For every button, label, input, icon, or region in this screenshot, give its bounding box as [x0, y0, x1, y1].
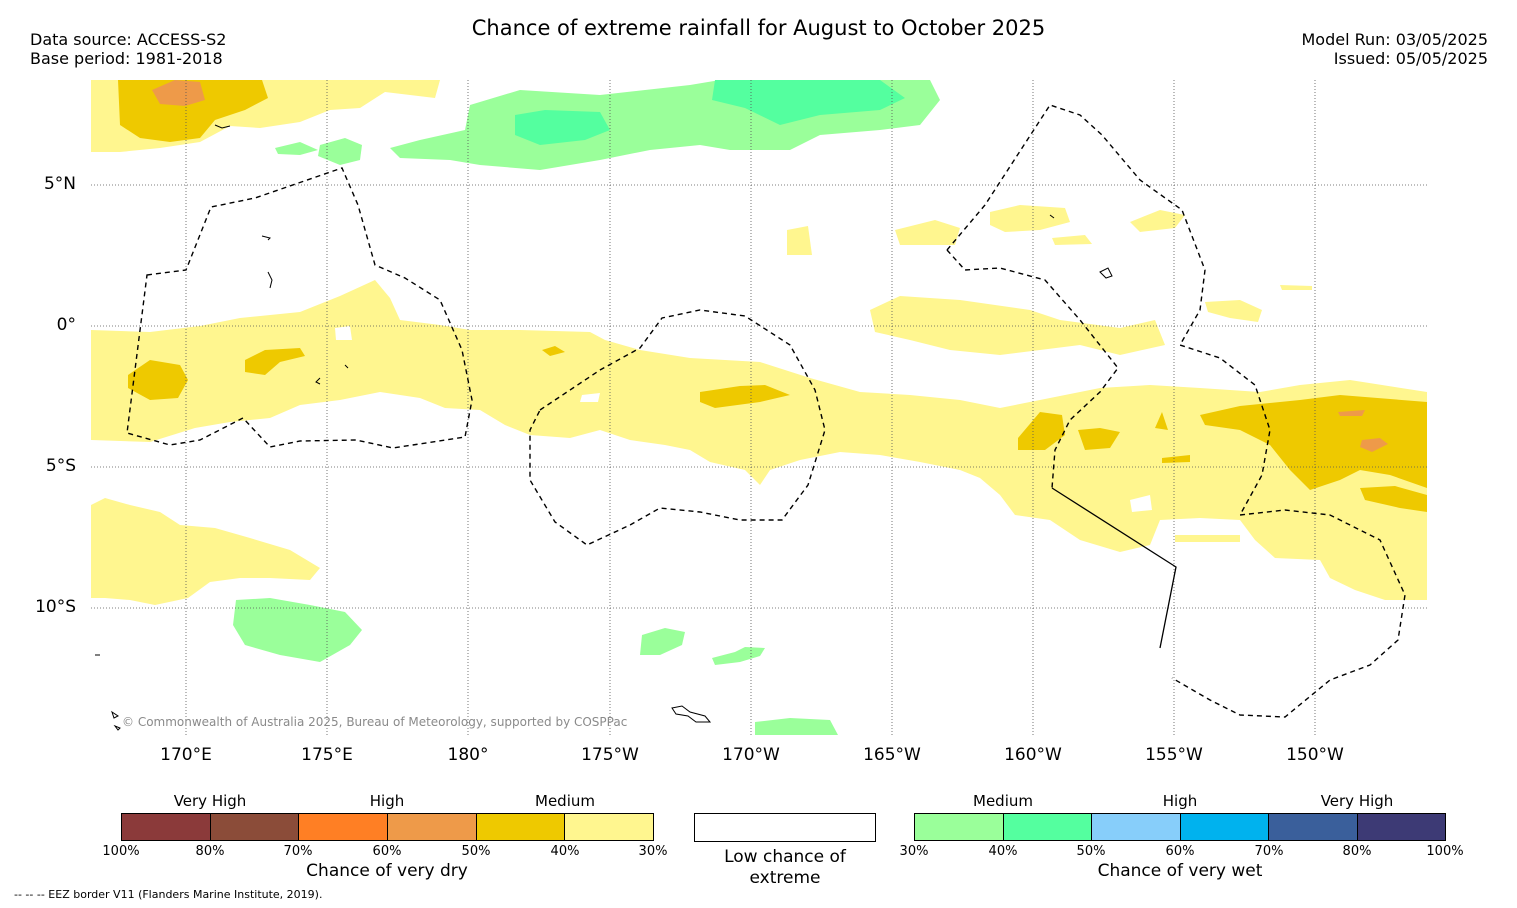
- dry-medium-region-islet-mid: [787, 226, 812, 255]
- model-run-label: Model Run: 03/05/2025: [1301, 30, 1489, 49]
- lat-label-5s: 5°S: [45, 456, 76, 476]
- dry-medium-region-north-east-strip: [895, 220, 960, 245]
- island-outlines: [95, 124, 1113, 731]
- lon-label-175w: 175°W: [581, 745, 639, 765]
- legend-dry-tick: 40%: [550, 844, 580, 859]
- legend-wet-tick: 60%: [1165, 844, 1195, 859]
- map-gridlines: [91, 80, 1427, 735]
- legend-dry-tick: 70%: [283, 844, 313, 859]
- dry-medium-region-southeast-strip: [1175, 535, 1240, 542]
- wet-medium-high-region-north: [712, 80, 905, 125]
- dry-medium-high-region-center: [700, 385, 790, 408]
- legend-wet-swatch: [1092, 814, 1181, 840]
- lon-label-165w: 165°W: [863, 745, 921, 765]
- wet-medium-region-islet: [318, 138, 362, 165]
- base-period-label: Base period: 1981-2018: [30, 49, 223, 68]
- dry-medium-region-north-east-strip3: [1130, 210, 1185, 232]
- legend-wet-tick: 30%: [899, 844, 929, 859]
- lat-label-10s: 10°S: [35, 597, 76, 617]
- legend-wet-swatch: [1357, 814, 1445, 840]
- lon-label-150w: 150°W: [1286, 745, 1344, 765]
- legend-dry-high: High: [369, 792, 405, 810]
- dry-medium-high-region-east3: [1155, 412, 1168, 430]
- legend-wet-tick: 80%: [1342, 844, 1372, 859]
- legend-dry-tick: 80%: [195, 844, 225, 859]
- wet-medium-high-region-small: [515, 110, 610, 145]
- legend-wet-tick: 70%: [1254, 844, 1284, 859]
- legend-wet-swatch: [1269, 814, 1358, 840]
- dry-medium-high-region-east4: [1162, 455, 1190, 463]
- legend-dry-swatch: [122, 814, 211, 840]
- legend-wet-tick: 100%: [1426, 844, 1464, 859]
- legend-wet-swatch: [1180, 814, 1269, 840]
- low-chance-hole: [335, 326, 352, 340]
- legend-wet-title: Chance of very wet: [1097, 861, 1263, 881]
- dry-medium-region-equatorial: [91, 280, 1427, 600]
- legend-dry-swatch: [210, 814, 300, 840]
- legend-dry-tick: 50%: [461, 844, 491, 859]
- legend-dry-swatch: [565, 814, 654, 840]
- dry-high-region-northwest: [152, 80, 205, 106]
- legend-wet-high: High: [1162, 792, 1198, 810]
- data-source-label: Data source: ACCESS-S2: [30, 30, 227, 49]
- legend-dry-tick: 30%: [638, 844, 668, 859]
- dry-medium-high-region-far-east: [1200, 395, 1427, 490]
- legend-dry-very-high: Very High: [173, 792, 247, 810]
- legend-dry-swatch: [476, 814, 566, 840]
- dry-medium-region-southwest: [91, 498, 320, 605]
- legend-wet-very-high: Very High: [1320, 792, 1394, 810]
- legend-dry-tick: 60%: [372, 844, 402, 859]
- legend-wet-tick: 40%: [988, 844, 1018, 859]
- eez-border-note: -- -- -- EEZ border V11 (Flanders Marine…: [14, 888, 323, 901]
- dry-medium-high-region-west: [128, 360, 188, 400]
- dry-medium-region-north-east-strip4: [1052, 235, 1092, 245]
- lon-label-170e: 170°E: [160, 745, 212, 765]
- dry-medium-region-islet-east2: [1280, 285, 1312, 290]
- lat-label-0: 0°: [56, 315, 76, 335]
- dry-high-region-far-east: [1338, 410, 1365, 416]
- eez-solid-border: [1051, 487, 1177, 649]
- map-title: Chance of extreme rainfall for August to…: [471, 16, 1046, 40]
- legend-dry-tick: 100%: [102, 844, 140, 859]
- wet-medium-region-south-mid: [640, 628, 685, 655]
- dry-medium-high-region-east1: [1018, 412, 1065, 450]
- wet-medium-region-south-mid2: [712, 647, 765, 665]
- legend-wet-tick: 50%: [1076, 844, 1106, 859]
- dry-medium-high-region-far-east2: [1360, 486, 1427, 512]
- legend-dry-swatch: [299, 814, 389, 840]
- dry-medium-region-equatorial-east-north: [870, 296, 1165, 355]
- lon-label-155w: 155°W: [1145, 745, 1203, 765]
- legend-wet-swatch: [915, 814, 1004, 840]
- legend-wet-medium: Medium: [973, 792, 1033, 810]
- legend-low-chance-label: Low chance of extreme: [724, 847, 846, 888]
- legend-dry-swatch: [388, 814, 477, 840]
- wet-medium-region-south-bottom: [755, 718, 838, 735]
- eez-borders: [126, 104, 1406, 718]
- lon-label-175e: 175°E: [301, 745, 353, 765]
- legend-low-chance-box: [694, 813, 876, 842]
- issued-label: Issued: 05/05/2025: [1333, 49, 1488, 68]
- legend-dry-medium: Medium: [535, 792, 595, 810]
- copyright-note: © Commonwealth of Australia 2025, Bureau…: [122, 715, 628, 729]
- wet-medium-region-south-west: [233, 598, 362, 662]
- lat-label-5n: 5°N: [43, 174, 76, 194]
- dry-medium-high-region-center-small: [542, 346, 565, 356]
- lon-label-180: 180°: [447, 745, 489, 765]
- rainfall-shading: [91, 80, 1427, 735]
- dry-medium-region-north-east-strip2: [990, 205, 1070, 232]
- dry-medium-high-region-west2: [245, 348, 305, 375]
- low-chance-hole2: [580, 393, 600, 402]
- legend-wet-colorbar: [914, 813, 1446, 841]
- dry-high-region-far-east2: [1360, 438, 1388, 452]
- legend-wet-swatch: [1003, 814, 1092, 840]
- low-chance-hole3: [1130, 495, 1152, 512]
- lon-label-160w: 160°W: [1004, 745, 1062, 765]
- dry-medium-high-region-east2: [1078, 428, 1120, 450]
- dry-medium-region-islet-east: [1205, 300, 1262, 322]
- legend-dry-title: Chance of very dry: [306, 861, 468, 881]
- wet-medium-region-islet2: [275, 142, 318, 155]
- legend-dry-colorbar: [121, 813, 654, 841]
- lon-label-170w: 170°W: [722, 745, 780, 765]
